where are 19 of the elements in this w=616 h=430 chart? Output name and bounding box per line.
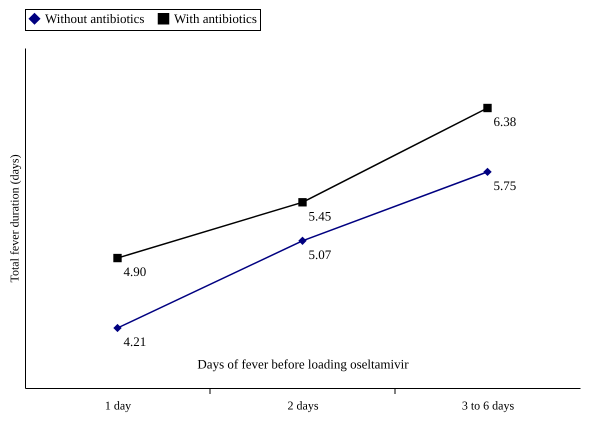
x-axis-title: Days of fever before loading oseltamivir	[197, 356, 410, 372]
data-label: 5.75	[494, 178, 516, 193]
point	[298, 198, 307, 206]
data-label: 4.21	[124, 334, 146, 349]
x-tick-label: 2 days	[288, 398, 319, 412]
point	[113, 324, 122, 332]
data-label: 5.07	[308, 246, 332, 262]
x-tick-label: 1 day	[104, 398, 132, 412]
data-label: 5.45	[308, 208, 332, 224]
point	[298, 236, 307, 245]
y-axis-title: Total fever duration (days)	[8, 154, 22, 283]
data-label: 6.38	[494, 114, 516, 129]
point	[483, 104, 492, 112]
point	[483, 168, 492, 176]
point	[113, 254, 122, 262]
legend-label: With antibiotics	[174, 10, 257, 26]
legend-label: Without antibiotics	[45, 10, 144, 26]
data-label: 4.90	[124, 264, 146, 280]
x-tick-label: 3 to 6 days	[462, 398, 514, 412]
